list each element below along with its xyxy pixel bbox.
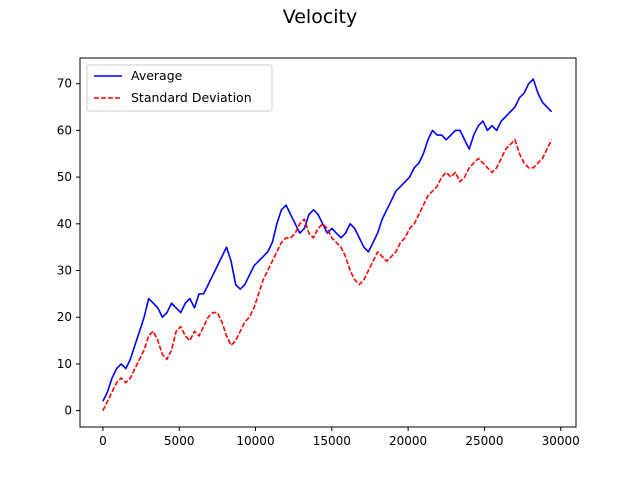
legend-label-average: Average (131, 68, 183, 83)
y-tick-label: 70 (57, 77, 72, 91)
legend-label-standard-deviation: Standard Deviation (131, 90, 252, 105)
y-tick-label: 30 (57, 264, 72, 278)
y-tick-label: 60 (57, 123, 72, 137)
y-axis-ticks: 0 10 20 30 40 50 60 70 (57, 77, 80, 418)
y-tick-label: 0 (64, 404, 72, 418)
y-tick-label: 50 (57, 170, 72, 184)
x-tick-label: 20000 (389, 434, 427, 448)
x-tick-label: 0 (99, 434, 107, 448)
plot-series-layer (102, 78, 553, 412)
y-tick-label: 40 (57, 217, 72, 231)
legend-box (86, 64, 273, 112)
axes-frame (79, 57, 577, 428)
x-tick-label: 30000 (542, 434, 580, 448)
chart-title: Velocity (282, 6, 358, 28)
x-tick-label: 10000 (236, 434, 274, 448)
y-tick-label: 10 (57, 357, 72, 371)
x-tick-label: 15000 (313, 434, 351, 448)
x-tick-label: 25000 (465, 434, 503, 448)
series-line-0 (102, 78, 553, 402)
series-line-1 (102, 138, 553, 412)
x-tick-label: 5000 (164, 434, 195, 448)
y-tick-label: 20 (57, 310, 72, 324)
legend: Average Standard Deviation (86, 64, 273, 112)
x-axis-ticks: 0 5000 10000 15000 20000 25000 30000 (99, 427, 580, 448)
